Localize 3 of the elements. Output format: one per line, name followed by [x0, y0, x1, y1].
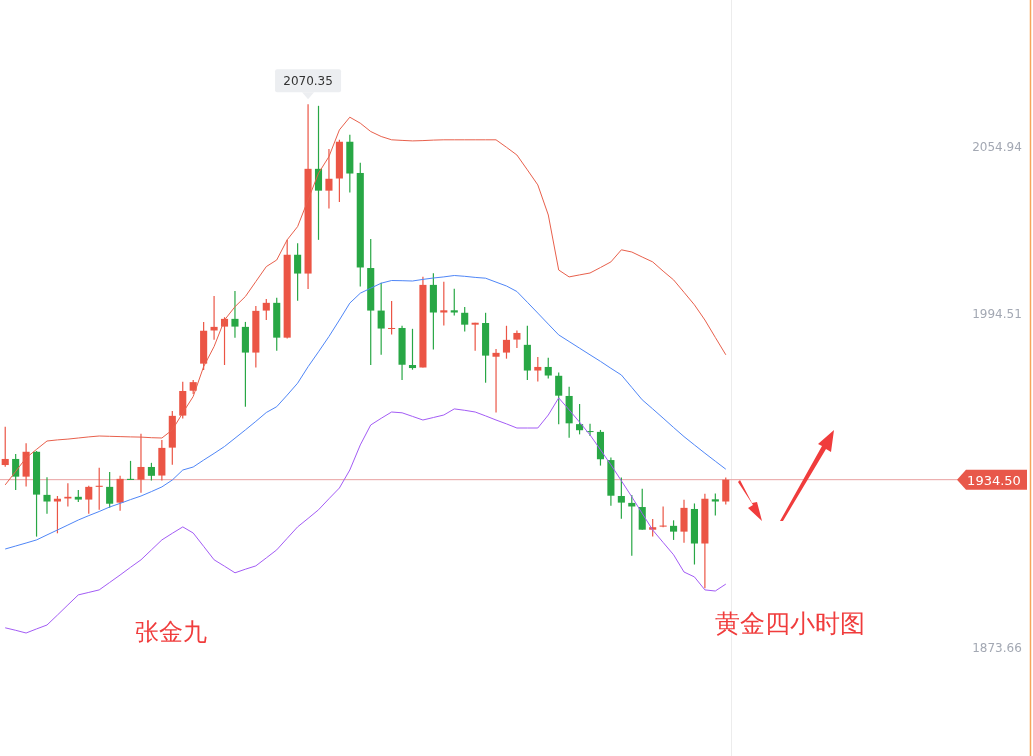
annotation: 2070.35 — [283, 74, 333, 89]
annotation: 张金九 — [135, 618, 207, 646]
title: 黄金四小时图 — [715, 609, 865, 638]
